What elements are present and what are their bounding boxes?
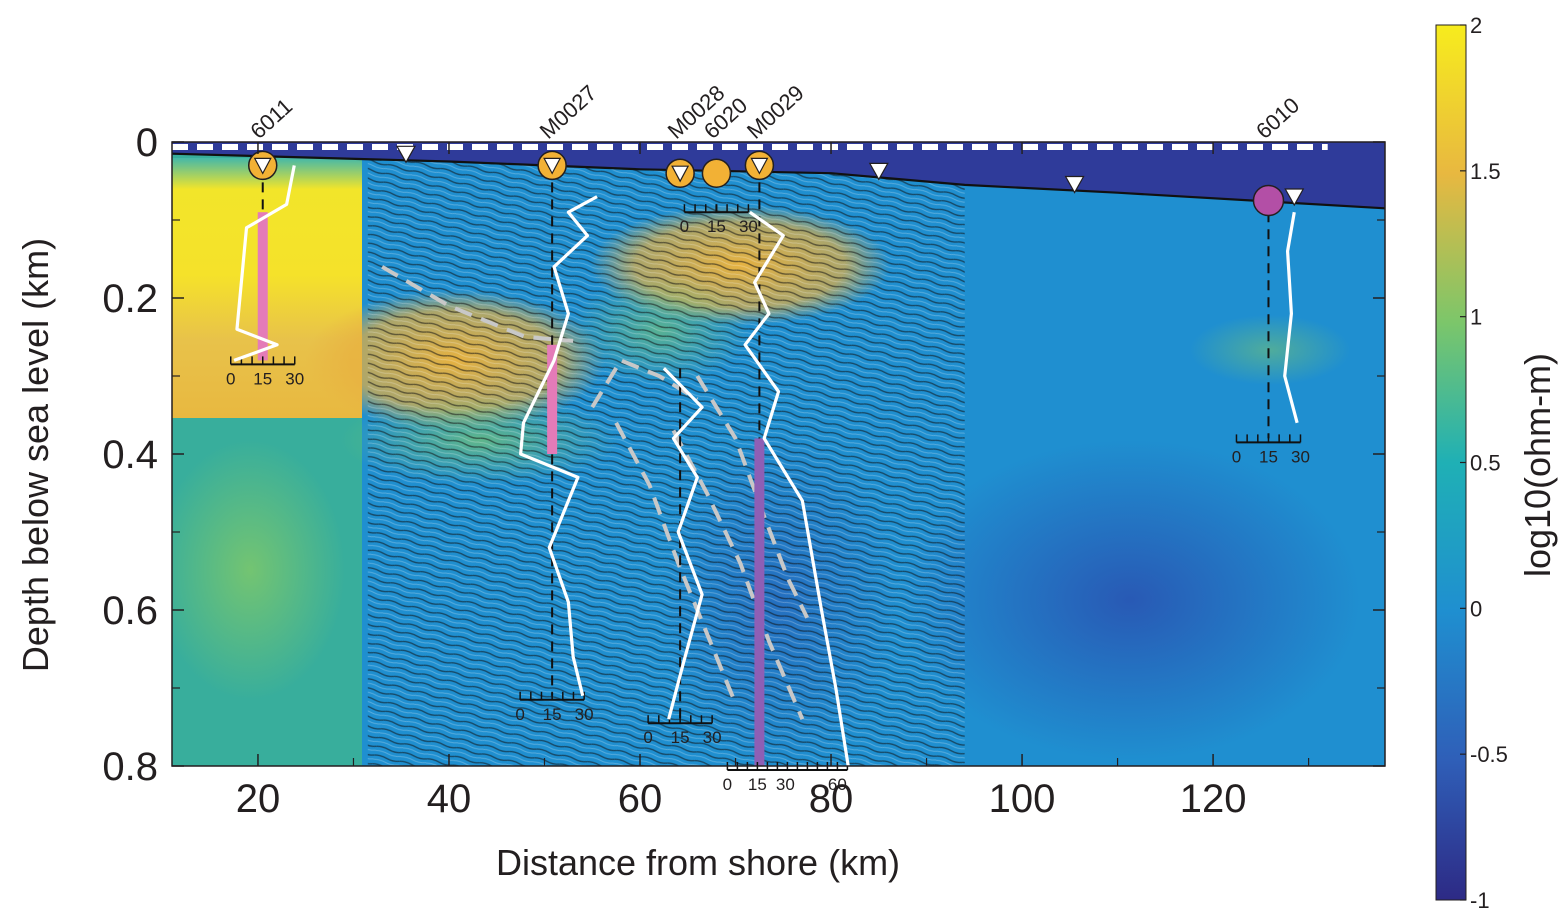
heatmap-conductive-zone-1: [900, 440, 1360, 760]
well-highlight-interval: [257, 212, 268, 361]
receiver-triangle: [868, 162, 889, 181]
heatmap-green-zone-4: [1190, 315, 1350, 385]
colorbar-tick-label: 1: [1470, 305, 1482, 330]
well-highlight-interval: [754, 438, 765, 766]
resistivity-heatmap: [172, 142, 1385, 766]
colorbar-tick-label: -0.5: [1470, 742, 1508, 767]
y-tick-label: 0.2: [102, 277, 158, 321]
scale-bar-label: 30: [1291, 447, 1310, 466]
well-log-scale: 0 15 30: [680, 204, 758, 236]
well-label: 6011: [245, 93, 297, 143]
scale-bar-label: 15: [671, 728, 690, 747]
x-tick-label: 60: [618, 777, 663, 821]
receiver-markers: [395, 145, 1305, 207]
x-tick-label: 120: [1180, 777, 1247, 821]
well-highlight-interval: [547, 344, 558, 454]
seafloor-line: [172, 152, 1385, 210]
resistivity-log-m0027: [519, 195, 598, 697]
heatmap-green-zone-1: [172, 440, 345, 700]
scale-bar-label: 30: [703, 728, 722, 747]
colorbar-ticks: 2 1.5 1 0.5 0 -0.5 -1: [1460, 13, 1508, 913]
water-column: [172, 142, 1385, 209]
x-tick-label: 20: [236, 777, 281, 821]
receiver-triangle: [1064, 175, 1085, 194]
y-axis-title: Depth below sea level (km): [15, 238, 56, 672]
well-label: 6010: [1251, 92, 1304, 143]
well-label: M0027: [535, 80, 602, 144]
well-marker-circle: [701, 158, 732, 188]
interpretation-line-1: [381, 265, 574, 343]
receiver-triangle: [1284, 188, 1305, 207]
scale-bar-label: 30: [776, 775, 795, 794]
y-tick-label: 0.6: [102, 589, 158, 633]
x-tick-label: 100: [989, 777, 1056, 821]
x-tick-label: 80: [809, 777, 854, 821]
resistivity-log-6010: [1283, 211, 1299, 424]
scale-bar-label: 0: [723, 775, 732, 794]
well-marker-triangle: [750, 157, 769, 175]
resistivity-log-6011: [233, 165, 296, 362]
interpretation-line-3: [614, 421, 738, 705]
well-marker-circle: [1252, 184, 1285, 217]
well-label: M0029: [742, 80, 809, 144]
y-tick-label: 0: [136, 121, 158, 165]
interpretation-line-2: [590, 357, 699, 409]
scale-bar-label: 30: [285, 369, 304, 388]
y-tick-label: 0.4: [102, 433, 158, 477]
colorbar-tick-label: 0.5: [1470, 451, 1501, 476]
colorbar-tick-label: -1: [1470, 888, 1490, 913]
scale-bar-label: 0: [680, 217, 689, 236]
seismic-reflection-overlay: [367, 142, 965, 766]
well-marker-triangle: [671, 165, 690, 183]
scale-bar-label: 0: [226, 369, 235, 388]
colorbar-tick-label: 1.5: [1470, 159, 1501, 184]
receiver-triangle: [395, 145, 417, 164]
well-6011: 0 15 30 6011: [226, 93, 304, 388]
well-marker-triangle: [253, 157, 272, 175]
resistivity-logs: [233, 165, 1299, 767]
colorbar-tick-label: 0: [1470, 596, 1482, 621]
well-log-scale: 0 15 30 60: [723, 762, 849, 794]
y-tick-label: 0.8: [102, 745, 158, 789]
x-tick-label: 40: [427, 777, 472, 821]
well-marker-triangle: [543, 157, 562, 175]
scale-bar-label: 30: [739, 217, 758, 236]
scale-bar-label: 15: [707, 217, 726, 236]
scale-bar-label: 30: [575, 705, 594, 724]
scale-bar-label: 15: [543, 705, 562, 724]
scale-bar-label: 15: [1259, 447, 1278, 466]
interpretation-line-4: [671, 429, 805, 720]
colorbar-label: log10(ohm-m): [1517, 353, 1558, 577]
scale-bar-label: 0: [515, 705, 524, 724]
scale-bar-label: 15: [253, 369, 272, 388]
colorbar-tick-label: 2: [1470, 13, 1482, 38]
well-log-scale: 0 15 30: [643, 715, 722, 747]
x-axis-title: Distance from shore (km): [496, 842, 900, 883]
resistivity-log-m0029: [743, 210, 850, 767]
well-log-scale: 0 15 30: [515, 691, 594, 724]
scale-bar-label: 0: [1232, 447, 1241, 466]
resistivity-log-m0028: [662, 367, 704, 720]
well-log-scale: 0 15 30: [226, 356, 304, 388]
scale-bar-label: 0: [643, 728, 652, 747]
scale-bar-label: 15: [748, 775, 767, 794]
scale-bar-label: 60: [828, 775, 847, 794]
well-log-scale: 0 15 30: [1232, 434, 1310, 466]
